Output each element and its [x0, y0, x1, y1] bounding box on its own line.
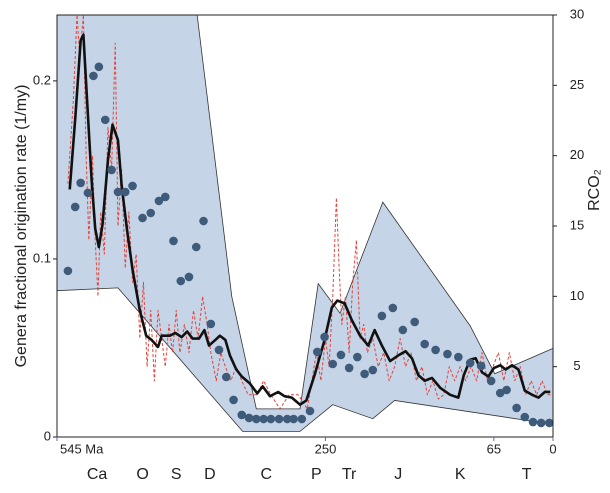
y-tick-label: 0.1	[33, 250, 51, 265]
dot	[214, 345, 224, 355]
dot	[128, 181, 137, 191]
dot	[388, 303, 398, 313]
dot	[398, 325, 408, 335]
dot	[512, 403, 521, 413]
dot	[138, 213, 147, 223]
dot	[221, 372, 231, 382]
period-label: J	[394, 466, 402, 483]
x-tick-label: 250	[315, 441, 337, 456]
dot	[266, 414, 276, 424]
period-label: C	[261, 466, 273, 483]
envelope	[56, 14, 554, 432]
dot	[237, 410, 247, 420]
dot	[410, 317, 419, 327]
dot	[328, 359, 338, 369]
dot	[443, 349, 452, 359]
dot	[420, 339, 429, 349]
dot	[377, 311, 387, 321]
dot	[289, 414, 298, 424]
dot	[495, 388, 505, 398]
dot	[244, 413, 254, 423]
dot	[486, 376, 496, 386]
period-label: O	[136, 466, 148, 483]
y2-tick-label: 20	[570, 147, 584, 162]
dot	[312, 347, 322, 357]
dot	[454, 352, 463, 362]
dot	[70, 202, 80, 212]
dot	[353, 352, 362, 362]
dot	[520, 412, 530, 422]
y2-tick-label: 25	[570, 77, 584, 92]
dot	[63, 266, 73, 276]
dot	[536, 418, 546, 428]
dot	[465, 358, 475, 368]
period-label: S	[171, 466, 182, 483]
dot	[368, 365, 378, 375]
dot	[259, 414, 268, 424]
x-tick-label: 0	[549, 441, 556, 456]
y-tick-label: 0	[44, 428, 51, 443]
dot	[100, 115, 110, 125]
period-label: P	[311, 466, 322, 483]
dot	[161, 192, 170, 202]
dot	[282, 414, 292, 424]
y2-tick-label: 10	[570, 288, 584, 303]
dot	[274, 414, 284, 424]
dot	[113, 187, 123, 197]
y2-tick-label: 5	[573, 358, 580, 373]
dot	[320, 332, 329, 342]
dot	[120, 187, 130, 197]
dot	[229, 395, 238, 405]
x-tick-label: 545 Ma	[60, 441, 104, 456]
dot	[336, 350, 346, 360]
dot	[252, 414, 261, 424]
dot	[545, 418, 554, 428]
dot	[169, 236, 178, 246]
y-tick-label: 0.2	[33, 72, 51, 87]
dot	[199, 216, 208, 226]
dot	[305, 406, 315, 416]
dot	[89, 71, 98, 81]
dot	[94, 62, 104, 72]
dot	[184, 272, 194, 282]
period-label: D	[204, 466, 216, 483]
dot	[360, 369, 369, 379]
y2-tick-label: 30	[570, 6, 584, 21]
x-tick-label: 65	[487, 441, 501, 456]
dot	[176, 276, 186, 286]
dot	[431, 345, 440, 355]
dot	[107, 165, 116, 175]
y2-axis-label: RCO₂	[586, 169, 603, 211]
dot	[76, 178, 85, 188]
rco2-dashed-line	[67, 14, 553, 410]
period-label: K	[455, 466, 466, 483]
y-axis-label: Genera fractional origination rate (1/my…	[13, 85, 30, 368]
dot	[502, 385, 511, 395]
dot	[297, 414, 307, 424]
dot	[191, 242, 201, 252]
dot	[528, 417, 538, 427]
dot	[146, 208, 156, 218]
period-label: T	[522, 466, 532, 483]
dot	[154, 196, 164, 206]
period-label: Ca	[87, 466, 108, 483]
dot	[476, 361, 486, 371]
dot	[83, 188, 93, 198]
dot	[344, 363, 354, 373]
period-label: Tr	[342, 466, 357, 483]
y2-tick-label: 15	[570, 217, 584, 232]
dot	[206, 319, 216, 329]
